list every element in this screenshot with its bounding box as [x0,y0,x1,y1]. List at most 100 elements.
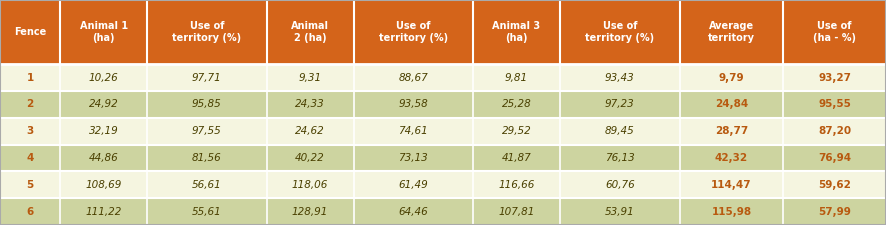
Bar [560,91,680,118]
Bar [147,198,267,225]
Bar [680,198,783,225]
Text: Use of
(ha - %): Use of (ha - %) [813,21,856,43]
Text: 2: 2 [27,99,34,109]
Bar [0,145,60,171]
Text: 32,19: 32,19 [89,126,119,136]
Text: 76,94: 76,94 [818,153,851,163]
Text: Average
territory: Average territory [708,21,755,43]
Text: 107,81: 107,81 [498,207,535,217]
Bar [783,171,886,198]
Text: 81,56: 81,56 [192,153,222,163]
Bar [354,171,473,198]
Text: 9,31: 9,31 [299,72,322,83]
Text: 10,26: 10,26 [89,72,119,83]
Bar [560,0,680,64]
Bar [354,64,473,91]
Text: 114,47: 114,47 [711,180,751,190]
Bar [267,91,354,118]
Bar [60,171,147,198]
Bar [680,145,783,171]
Bar [473,171,560,198]
Bar [680,171,783,198]
Text: 74,61: 74,61 [399,126,428,136]
Text: 25,28: 25,28 [501,99,532,109]
Bar [783,64,886,91]
Bar [267,198,354,225]
Text: 24,84: 24,84 [715,99,748,109]
Bar [473,64,560,91]
Bar [60,118,147,145]
Bar [0,118,60,145]
Text: 59,62: 59,62 [818,180,851,190]
Bar [147,64,267,91]
Bar [680,91,783,118]
Text: Animal 1
(ha): Animal 1 (ha) [80,21,128,43]
Bar [783,145,886,171]
Text: Use of
territory (%): Use of territory (%) [585,21,655,43]
Text: 3: 3 [27,126,34,136]
Bar [473,0,560,64]
Bar [60,91,147,118]
Bar [560,145,680,171]
Text: 56,61: 56,61 [192,180,222,190]
Bar [267,64,354,91]
Text: 111,22: 111,22 [85,207,122,217]
Bar [60,0,147,64]
Bar [0,171,60,198]
Bar [0,198,60,225]
Text: 24,62: 24,62 [295,126,325,136]
Bar [354,145,473,171]
Text: 115,98: 115,98 [711,207,751,217]
Bar [560,171,680,198]
Bar [60,145,147,171]
Bar [473,198,560,225]
Text: 95,55: 95,55 [818,99,851,109]
Text: 40,22: 40,22 [295,153,325,163]
Bar [354,198,473,225]
Bar [783,198,886,225]
Text: 89,45: 89,45 [605,126,634,136]
Bar [147,145,267,171]
Text: 97,71: 97,71 [192,72,222,83]
Text: Animal
2 (ha): Animal 2 (ha) [291,21,329,43]
Bar [783,91,886,118]
Text: 60,76: 60,76 [605,180,634,190]
Bar [473,118,560,145]
Text: 116,66: 116,66 [498,180,535,190]
Text: 93,58: 93,58 [399,99,428,109]
Bar [680,64,783,91]
Bar [560,198,680,225]
Bar [267,0,354,64]
Text: 97,55: 97,55 [192,126,222,136]
Bar [267,118,354,145]
Text: 6: 6 [27,207,34,217]
Bar [147,0,267,64]
Bar [473,145,560,171]
Text: Fence: Fence [14,27,46,37]
Bar [783,118,886,145]
Bar [560,118,680,145]
Text: Animal 3
(ha): Animal 3 (ha) [493,21,540,43]
Text: 5: 5 [27,180,34,190]
Text: 24,33: 24,33 [295,99,325,109]
Text: Use of
territory (%): Use of territory (%) [172,21,242,43]
Text: 9,81: 9,81 [505,72,528,83]
Text: 24,92: 24,92 [89,99,119,109]
Text: 61,49: 61,49 [399,180,428,190]
Text: 41,87: 41,87 [501,153,532,163]
Bar [783,0,886,64]
Text: 28,77: 28,77 [715,126,748,136]
Text: 93,43: 93,43 [605,72,634,83]
Bar [354,91,473,118]
Text: 97,23: 97,23 [605,99,634,109]
Bar [60,198,147,225]
Text: 57,99: 57,99 [818,207,851,217]
Text: 29,52: 29,52 [501,126,532,136]
Text: 42,32: 42,32 [715,153,748,163]
Text: 55,61: 55,61 [192,207,222,217]
Text: 93,27: 93,27 [818,72,851,83]
Text: 53,91: 53,91 [605,207,634,217]
Text: 9,79: 9,79 [719,72,744,83]
Text: 87,20: 87,20 [818,126,851,136]
Text: 108,69: 108,69 [85,180,122,190]
